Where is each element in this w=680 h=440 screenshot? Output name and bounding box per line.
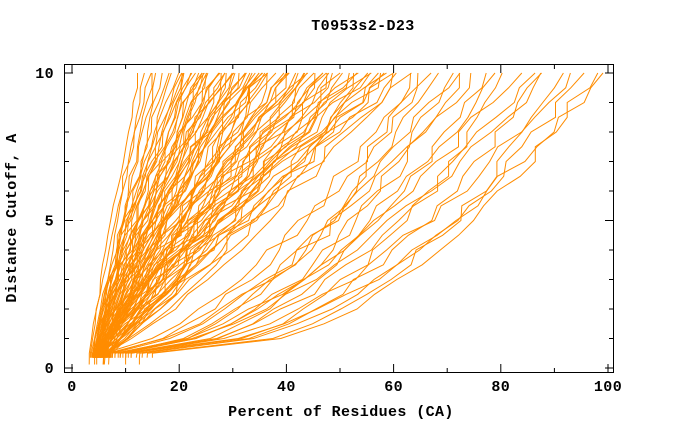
x-axis-label: Percent of Residues (CA) xyxy=(228,404,454,421)
model-curve xyxy=(95,72,180,358)
model-curve xyxy=(92,72,196,358)
model-curve xyxy=(102,72,350,358)
model-curve xyxy=(103,72,379,358)
x-tick-label-40: 40 xyxy=(277,379,296,396)
model-curve xyxy=(146,72,564,358)
y-ticks xyxy=(64,72,614,369)
y-axis-label: Distance Cutoff, A xyxy=(4,133,21,302)
model-curve xyxy=(141,72,542,358)
x-tick-labels: 0 20 40 60 80 100 xyxy=(67,379,622,396)
model-curve xyxy=(122,72,496,358)
model-curve xyxy=(119,72,439,358)
y-tick-label-10: 10 xyxy=(35,66,54,83)
x-tick-label-20: 20 xyxy=(170,379,189,396)
x-tick-label-60: 60 xyxy=(384,379,403,396)
model-curve xyxy=(100,72,330,358)
model-curve xyxy=(135,72,503,358)
model-curve xyxy=(99,72,371,358)
model-curve xyxy=(114,72,419,358)
y-tick-label-0: 0 xyxy=(45,361,54,378)
model-curve xyxy=(130,72,571,358)
model-curve xyxy=(103,72,432,358)
y-tick-labels: 0 5 10 xyxy=(35,66,54,378)
model-curve xyxy=(94,72,397,358)
model-curve xyxy=(89,72,152,358)
model-curve xyxy=(96,72,385,358)
model-curve xyxy=(111,72,461,358)
model-curves xyxy=(88,72,604,365)
model-curve xyxy=(94,72,333,358)
model-curve xyxy=(125,72,454,365)
model-curve xyxy=(98,72,251,358)
model-curve xyxy=(130,72,487,358)
model-curve xyxy=(114,72,523,358)
model-curve xyxy=(109,72,412,358)
model-curve xyxy=(106,72,382,358)
model-curve xyxy=(95,72,222,358)
model-curve xyxy=(105,72,394,358)
model-curve xyxy=(97,72,204,358)
model-curve xyxy=(100,72,394,358)
model-curve xyxy=(88,73,138,365)
model-curve xyxy=(95,72,372,358)
plot-border xyxy=(64,64,614,373)
model-curve xyxy=(119,72,542,358)
model-curve xyxy=(94,72,157,358)
plot-title: T0953s2-D23 xyxy=(311,18,414,35)
model-curve xyxy=(100,72,233,358)
x-tick-label-80: 80 xyxy=(491,379,510,396)
model-curve xyxy=(94,72,172,358)
model-curve xyxy=(127,72,604,358)
model-curve xyxy=(98,72,412,358)
model-curve xyxy=(106,72,472,358)
model-curve xyxy=(90,72,145,358)
model-curve xyxy=(151,72,599,358)
model-curve xyxy=(125,72,536,358)
x-tick-label-100: 100 xyxy=(594,379,622,396)
x-tick-label-0: 0 xyxy=(67,379,76,396)
y-tick-label-5: 5 xyxy=(45,214,54,231)
model-curve xyxy=(93,72,183,358)
